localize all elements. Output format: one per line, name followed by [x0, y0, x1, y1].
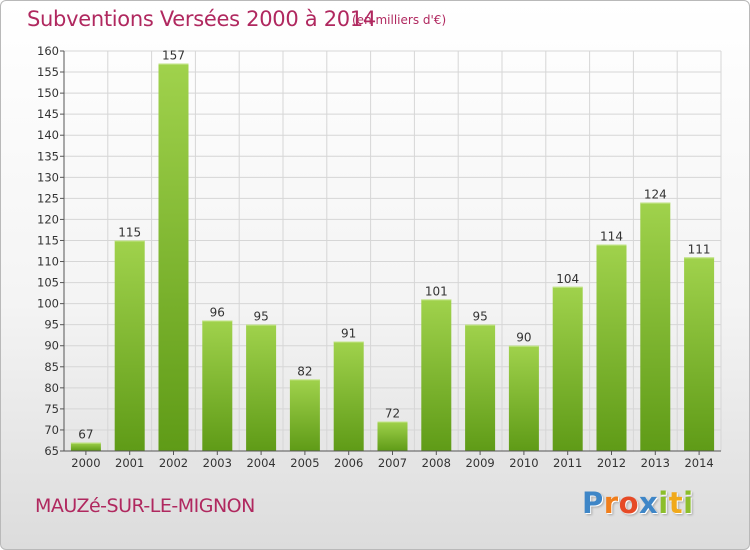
y-tick-label: 65 — [44, 444, 59, 458]
y-tick-label: 110 — [37, 255, 59, 269]
data-label: 91 — [341, 327, 356, 341]
data-label: 90 — [516, 331, 531, 345]
bar — [377, 421, 408, 451]
logo-letter: o — [618, 486, 640, 520]
y-tick-label: 95 — [44, 318, 59, 332]
bar — [465, 324, 496, 451]
bar — [684, 257, 715, 451]
proxiti-logo: Proxiti — [582, 486, 694, 520]
data-label: 104 — [556, 272, 579, 286]
chart-title: Subventions Versées 2000 à 2014 — [27, 7, 376, 31]
y-tick-label: 105 — [37, 276, 59, 290]
data-label: 82 — [297, 364, 312, 378]
bar — [640, 202, 671, 451]
bar — [202, 320, 233, 451]
data-label: 72 — [385, 407, 400, 421]
x-tick-label: 2002 — [159, 456, 188, 470]
x-tick-label: 2010 — [509, 456, 538, 470]
chart-unit-note: (en milliers d'€) — [352, 13, 447, 27]
bar — [70, 442, 101, 451]
y-tick-label: 140 — [37, 128, 59, 142]
y-tick-label: 90 — [44, 339, 59, 353]
x-tick-label: 2000 — [71, 456, 100, 470]
y-tick-label: 70 — [44, 423, 59, 437]
y-tick-label: 145 — [37, 107, 59, 121]
x-tick-label: 2006 — [334, 456, 363, 470]
data-label: 95 — [253, 310, 268, 324]
y-tick-label: 80 — [44, 381, 59, 395]
labels: 65 70 75 80 85 90 95 100 105 110 115 120 125 130 135 14… — [37, 44, 714, 470]
bar — [246, 324, 277, 451]
logo-letter: r — [603, 486, 619, 520]
y-tick-label: 150 — [37, 86, 59, 100]
logo-letter: i — [658, 486, 669, 520]
x-tick-label: 2009 — [465, 456, 494, 470]
bar — [333, 341, 364, 451]
commune-name: MAUZé-SUR-LE-MIGNON — [35, 495, 255, 517]
y-tick-label: 120 — [37, 212, 59, 226]
data-label: 114 — [600, 230, 623, 244]
y-tick-label: 100 — [37, 297, 59, 311]
x-tick-label: 2004 — [246, 456, 275, 470]
bar — [289, 379, 320, 451]
y-tick-label: 125 — [37, 191, 59, 205]
y-tick-label: 115 — [37, 233, 59, 247]
x-tick-label: 2001 — [115, 456, 144, 470]
bar — [114, 240, 145, 451]
x-tick-label: 2011 — [553, 456, 582, 470]
bar — [158, 63, 189, 451]
logo-letter: t — [668, 486, 684, 520]
bar — [421, 299, 452, 451]
y-tick-label: 75 — [44, 402, 59, 416]
y-tick-label: 155 — [37, 65, 59, 79]
x-tick-label: 2005 — [290, 456, 319, 470]
data-label: 96 — [210, 305, 225, 319]
x-tick-label: 2007 — [378, 456, 407, 470]
data-label: 67 — [78, 428, 93, 442]
bars — [70, 63, 715, 451]
y-tick-label: 160 — [37, 44, 59, 58]
x-tick-label: 2008 — [422, 456, 451, 470]
axes — [60, 50, 721, 455]
logo-letter: i — [683, 486, 694, 520]
logo-letter: x — [639, 486, 659, 520]
logo-letter: P — [582, 486, 604, 520]
bar — [508, 345, 539, 451]
data-label: 101 — [425, 284, 448, 298]
bar — [596, 244, 627, 451]
x-tick-label: 2012 — [597, 456, 626, 470]
x-tick-label: 2003 — [203, 456, 232, 470]
data-label: 95 — [472, 310, 487, 324]
data-label: 124 — [644, 188, 667, 202]
y-tick-label: 130 — [37, 170, 59, 184]
x-tick-label: 2014 — [684, 456, 713, 470]
y-tick-label: 85 — [44, 360, 59, 374]
data-label: 115 — [118, 225, 141, 239]
y-tick-label: 135 — [37, 149, 59, 163]
bar — [552, 286, 583, 451]
data-label: 157 — [162, 49, 185, 63]
data-label: 111 — [688, 242, 711, 256]
x-tick-label: 2013 — [641, 456, 670, 470]
